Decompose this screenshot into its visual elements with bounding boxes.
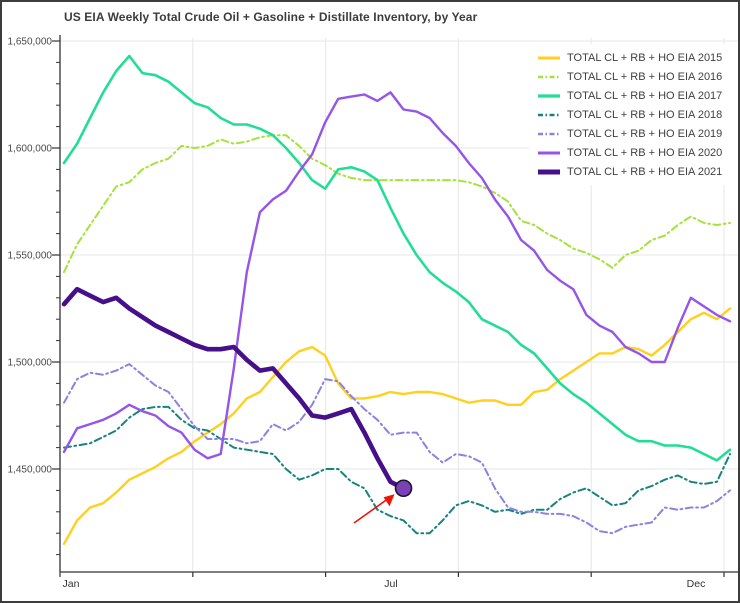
- legend-label: TOTAL CL + RB + HO EIA 2020: [567, 146, 723, 159]
- legend-item-2017[interactable]: TOTAL CL + RB + HO EIA 2017: [537, 86, 738, 105]
- y-tick-label: 1,450,000: [8, 465, 53, 476]
- legend-item-2018[interactable]: TOTAL CL + RB + HO EIA 2018: [537, 105, 738, 124]
- legend-item-2019[interactable]: TOTAL CL + RB + HO EIA 2019: [537, 124, 738, 143]
- series-line-2019: [63, 363, 731, 535]
- legend-swatch-icon: [538, 132, 560, 135]
- legend: TOTAL CL + RB + HO EIA 2015 TOTAL CL + RB…: [529, 44, 738, 185]
- legend-label: TOTAL CL + RB + HO EIA 2017: [567, 89, 723, 102]
- legend-swatch-icon: [538, 93, 560, 98]
- latest-point-dot: [394, 479, 413, 498]
- red-arrow-line: [353, 495, 392, 524]
- legend-swatch-icon: [538, 113, 560, 116]
- y-tick-label: 1,500,000: [8, 358, 53, 369]
- legend-label: TOTAL CL + RB + HO EIA 2016: [567, 70, 723, 83]
- y-tick-label: 1,550,000: [8, 251, 53, 262]
- series-line-2017: [62, 54, 732, 462]
- chart-title: US EIA Weekly Total Crude Oil + Gasoline…: [64, 10, 478, 24]
- legend-swatch-icon: [538, 151, 560, 154]
- y-tick-label: 1,600,000: [8, 144, 53, 155]
- legend-label: TOTAL CL + RB + HO EIA 2019: [567, 127, 723, 140]
- x-tick-label: Dec: [687, 578, 706, 590]
- legend-item-2016[interactable]: TOTAL CL + RB + HO EIA 2016: [537, 67, 738, 86]
- y-tick-label: 1,650,000: [8, 37, 53, 48]
- red-arrow-head: [383, 494, 395, 507]
- legend-item-2015[interactable]: TOTAL CL + RB + HO EIA 2015: [537, 48, 738, 67]
- legend-label: TOTAL CL + RB + HO EIA 2021: [567, 165, 723, 178]
- legend-item-2020[interactable]: TOTAL CL + RB + HO EIA 2020: [537, 143, 738, 162]
- legend-label: TOTAL CL + RB + HO EIA 2018: [567, 108, 723, 121]
- x-tick-label: Jan: [63, 578, 80, 590]
- legend-swatch-icon: [538, 169, 560, 174]
- series-line-2020: [62, 91, 732, 460]
- x-tick-label: Jul: [384, 578, 397, 590]
- legend-label: TOTAL CL + RB + HO EIA 2015: [567, 51, 723, 64]
- series-line-2021: [61, 286, 406, 491]
- legend-swatch-icon: [538, 75, 560, 78]
- legend-item-2021[interactable]: TOTAL CL + RB + HO EIA 2021: [537, 162, 738, 181]
- series-line-2016: [63, 134, 731, 274]
- series-line-2015: [62, 307, 732, 546]
- legend-swatch-icon: [538, 56, 560, 59]
- series-line-2018: [63, 405, 731, 535]
